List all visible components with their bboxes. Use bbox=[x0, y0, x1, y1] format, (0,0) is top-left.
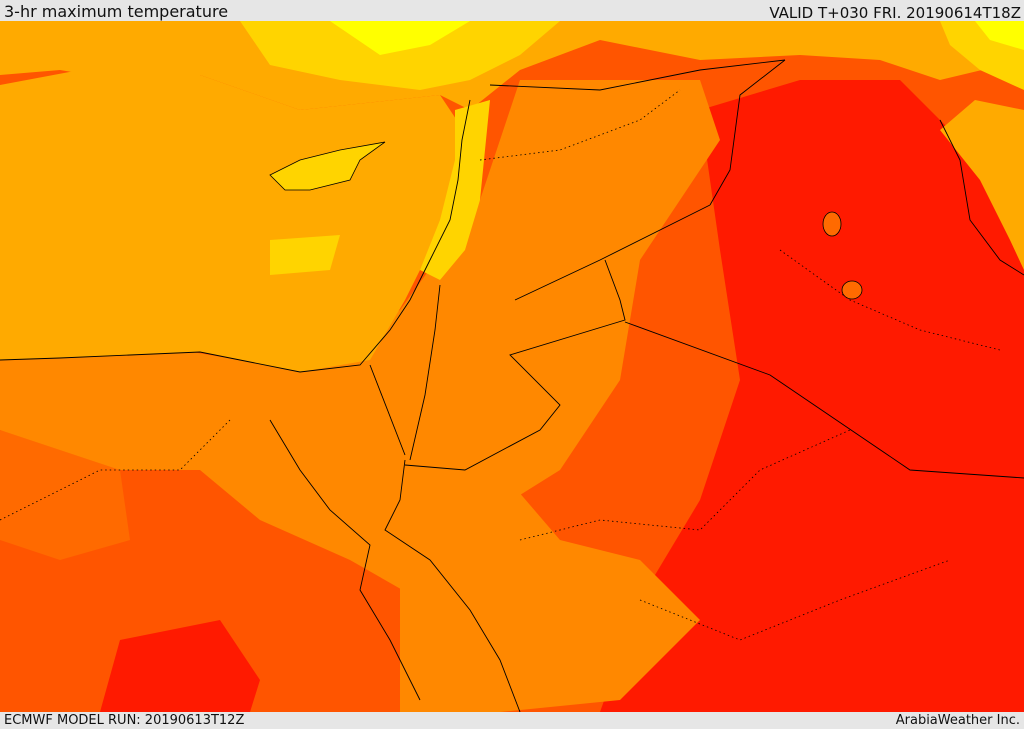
temperature-map bbox=[0, 21, 1024, 712]
header-bar: 3-hr maximum temperature VALID T+030 FRI… bbox=[0, 0, 1024, 22]
mild-zone-levant bbox=[420, 100, 490, 280]
border-jordan-saudi bbox=[404, 259, 626, 471]
mild-patch-sea bbox=[270, 235, 340, 275]
hot-zone-west bbox=[0, 430, 130, 560]
mild-zone-anatolia bbox=[240, 21, 560, 90]
hot-zone-south bbox=[400, 470, 700, 712]
cool-zone-ne bbox=[975, 21, 1024, 50]
footer-bar: ECMWF MODEL RUN: 20190613T12Z ArabiaWeat… bbox=[0, 712, 1024, 729]
border-iraq-saudi bbox=[624, 321, 1024, 479]
extreme-zone-sw bbox=[100, 620, 260, 712]
valid-time: VALID T+030 FRI. 20190614T18Z bbox=[769, 4, 1021, 22]
extreme-zone-east bbox=[600, 80, 1024, 712]
credit-label: ArabiaWeather Inc. bbox=[895, 713, 1020, 728]
coastline-gulf bbox=[939, 119, 1024, 276]
boundary-dotted-2 bbox=[519, 429, 851, 541]
cool-zone-anatolia bbox=[330, 21, 470, 55]
border-turkey-syria bbox=[489, 59, 786, 91]
lake-icon bbox=[822, 211, 842, 237]
border-syria-iraq bbox=[709, 59, 786, 206]
warm-zone-mediterranean bbox=[0, 70, 470, 372]
coastline-red-sea-east bbox=[384, 459, 521, 712]
border-jordan-valley bbox=[409, 284, 441, 461]
border-syria-jordan bbox=[514, 204, 711, 301]
map-title: 3-hr maximum temperature bbox=[4, 2, 229, 21]
map-canvas bbox=[0, 21, 1024, 712]
coastline-mediterranean bbox=[0, 99, 471, 373]
coastline-red-sea-west bbox=[269, 419, 421, 701]
lake-icon bbox=[841, 280, 863, 300]
model-run-label: ECMWF MODEL RUN: 20190613T12Z bbox=[4, 713, 245, 728]
border-egypt-israel bbox=[369, 364, 406, 456]
cyprus-island bbox=[269, 141, 386, 191]
boundary-dotted-4 bbox=[779, 249, 1001, 351]
warm-zone-zagros bbox=[940, 100, 1024, 270]
